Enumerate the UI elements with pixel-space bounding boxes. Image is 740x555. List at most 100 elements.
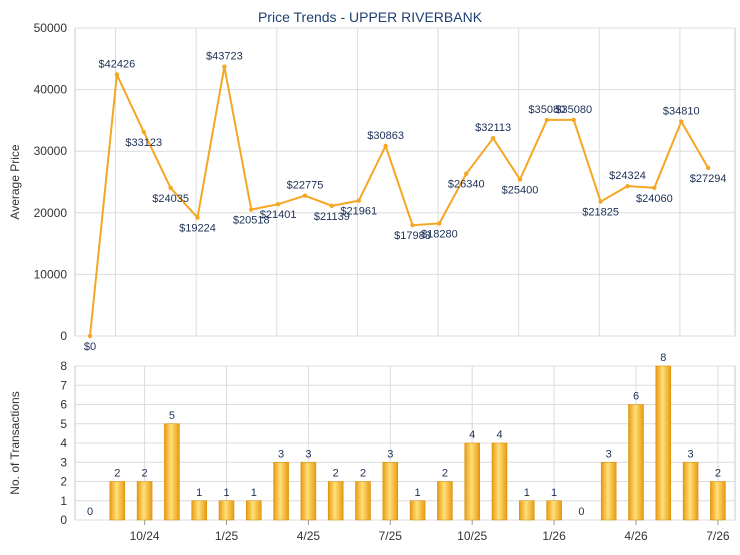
price-data-label: $35080 [529, 104, 566, 116]
price-data-label: $21961 [340, 206, 377, 218]
price-point [679, 119, 684, 124]
price-data-label: $26340 [448, 179, 485, 191]
bar-value-label: 2 [114, 468, 120, 480]
bar-value-label: 3 [688, 448, 694, 460]
y-tick-label: 5 [60, 417, 67, 431]
transaction-bar [437, 481, 453, 521]
price-data-label: $21401 [260, 209, 297, 221]
price-data-label: $18280 [421, 228, 458, 240]
bar-value-label: 1 [551, 487, 557, 499]
y-tick-label: 0 [60, 513, 67, 527]
price-data-label: $27294 [690, 173, 727, 185]
bar-value-label: 3 [606, 448, 612, 460]
y-axis-label: No. of Transactions [8, 391, 22, 494]
x-tick-label: 4/26 [624, 529, 648, 543]
transaction-bar [191, 500, 207, 521]
bar-value-label: 3 [387, 448, 393, 460]
price-point [517, 177, 523, 182]
y-tick-label: 10000 [34, 267, 68, 281]
transaction-bar [109, 481, 126, 521]
transaction-bar [464, 442, 480, 521]
transaction-bar [682, 462, 699, 521]
transaction-bar [273, 462, 289, 521]
x-tick-label: 7/25 [379, 529, 403, 543]
bar-value-label: 0 [87, 506, 93, 518]
y-tick-label: 0 [60, 329, 67, 343]
y-tick-label: 40000 [34, 83, 68, 97]
bar-value-label: 2 [442, 468, 448, 480]
price-point [141, 129, 146, 135]
price-point [544, 117, 550, 123]
line-plot-area [74, 27, 736, 337]
y-tick-label: 50000 [34, 21, 68, 35]
transaction-bar [382, 462, 399, 521]
price-data-label: $24060 [636, 193, 673, 205]
price-point [625, 183, 630, 189]
price-data-label: $17983 [394, 230, 431, 242]
price-point [329, 203, 335, 208]
price-point [705, 165, 711, 171]
price-point [410, 223, 415, 228]
chart-title: Price Trends - UPPER RIVERBANK [258, 9, 483, 25]
price-point [302, 193, 308, 198]
price-data-label: $19224 [179, 223, 216, 235]
transaction-bar [218, 500, 235, 521]
price-point [249, 207, 254, 212]
bar-value-label: 2 [333, 468, 339, 480]
bar-value-label: 1 [251, 487, 257, 499]
transaction-bar [628, 404, 644, 521]
price-data-label: $43723 [206, 51, 243, 63]
transaction-bar [164, 423, 180, 521]
bar-value-label: 1 [196, 487, 202, 499]
y-tick-label: 3 [60, 455, 67, 469]
y-tick-label: 8 [60, 359, 67, 373]
bar-value-label: 3 [278, 448, 284, 460]
price-data-label: $35080 [555, 104, 592, 116]
price-data-label: $22775 [287, 180, 324, 192]
bar-value-label: 2 [142, 468, 148, 480]
transaction-bar [327, 481, 344, 521]
price-point [437, 221, 442, 226]
price-data-label: $24035 [152, 193, 189, 205]
y-tick-label: 1 [60, 494, 67, 508]
transaction-bar [710, 481, 726, 521]
y-tick-label: 4 [60, 436, 67, 450]
transactions-bar-plot: 0 1 2 3 4 5 6 7 8 No. of Transactions 10/24 1/25 4/2… [8, 352, 736, 543]
y-tick-label: 7 [60, 378, 67, 392]
price-data-label: $30863 [367, 130, 404, 142]
price-point [383, 143, 388, 149]
price-point [222, 64, 227, 69]
transaction-bar [519, 500, 535, 521]
transaction-bar [300, 462, 317, 521]
price-line-plot: 0 10000 20000 30000 40000 50000 Average Price $… [8, 21, 736, 353]
price-data-label: $32113 [475, 122, 511, 134]
bar-value-label: 1 [415, 487, 421, 499]
y-tick-label: 6 [60, 398, 67, 412]
y-tick-label: 2 [60, 475, 67, 489]
price-point [195, 215, 200, 220]
price-data-label: $42426 [99, 59, 136, 71]
bar-value-label: 6 [633, 391, 639, 403]
bar-value-label: 8 [660, 352, 666, 364]
bar-value-label: 1 [524, 487, 530, 499]
price-data-label: $33123 [125, 137, 162, 149]
transaction-bar [246, 500, 262, 521]
transaction-bar [546, 500, 562, 521]
price-data-label: $25400 [502, 185, 539, 197]
price-point [598, 199, 603, 204]
bar-value-label: 0 [578, 506, 584, 518]
transaction-bar [136, 481, 153, 521]
transaction-bar [600, 462, 617, 521]
x-tick-label: 10/24 [130, 529, 160, 543]
price-data-label: $21825 [582, 207, 619, 219]
bar-value-label: 3 [305, 448, 311, 460]
x-tick-label: 7/26 [706, 529, 730, 543]
price-data-label: $24324 [609, 170, 646, 182]
price-point [114, 72, 120, 77]
y-tick-label: 20000 [34, 206, 68, 220]
y-tick-label: 30000 [34, 144, 68, 158]
y-axis-label: Average Price [8, 144, 22, 219]
transaction-bar [655, 365, 672, 521]
